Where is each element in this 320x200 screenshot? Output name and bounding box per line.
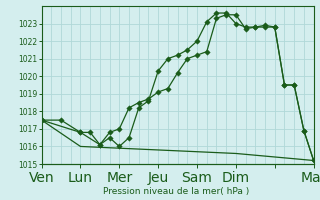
Text: Pression niveau de la mer( hPa ): Pression niveau de la mer( hPa ) <box>103 187 249 196</box>
